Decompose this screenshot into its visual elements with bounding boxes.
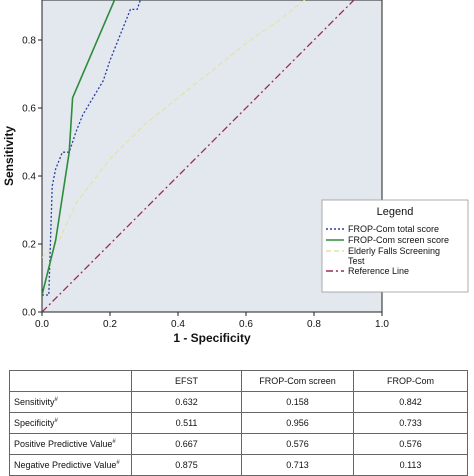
legend-label: Reference Line xyxy=(348,266,409,276)
row-label: Sensitivity# xyxy=(9,391,132,413)
table-cell: 0.733 xyxy=(353,412,468,434)
row-label-sup: # xyxy=(54,418,58,424)
table-header-cell xyxy=(9,370,132,392)
row-label-text: Negative Predictive Value xyxy=(14,460,117,470)
row-label-sup: # xyxy=(54,397,58,403)
y-tick-label: 0.8 xyxy=(22,36,36,47)
y-tick-label: 0.6 xyxy=(22,104,36,115)
table-cell: 0.511 xyxy=(131,412,242,434)
row-label-text: Specificity xyxy=(14,418,55,428)
table-cell: 0.632 xyxy=(131,391,242,413)
roc-chart: 0.0 0.2 0.4 0.6 0.8 1.0 0.0 0.2 0.4 0.6 0.8 1 - Spe… xyxy=(2,0,469,345)
series-line-frop-com-total-score xyxy=(42,0,142,296)
table-cell: 0.158 xyxy=(241,391,354,413)
x-tick-label: 0.6 xyxy=(239,319,253,330)
x-tick-label: 0.0 xyxy=(35,319,49,330)
table-header-cell: FROP-Com xyxy=(353,370,468,392)
table-row: Negative Predictive Value# 0.875 0.713 0… xyxy=(9,454,468,476)
table-header-cell: FROP-Com screen xyxy=(241,370,354,392)
table-cell: 0.842 xyxy=(353,391,468,413)
y-tick-label: 0.0 xyxy=(22,308,36,319)
table-cell: 0.875 xyxy=(131,454,242,476)
table-cell: 0.576 xyxy=(353,433,468,455)
table-cell: 0.113 xyxy=(353,454,468,476)
x-tick-label: 1.0 xyxy=(375,319,389,330)
series-line-frop-com-screen-score xyxy=(42,0,116,296)
legend-label: Elderly Falls Screening Test xyxy=(348,246,440,266)
row-label: Specificity# xyxy=(9,412,132,434)
y-tick-label: 0.4 xyxy=(22,172,36,183)
table-row: Sensitivity# 0.632 0.158 0.842 xyxy=(9,391,468,413)
table-header-cell: EFST xyxy=(131,370,242,392)
table-row: Specificity# 0.511 0.956 0.733 xyxy=(9,412,468,434)
x-tick-label: 0.8 xyxy=(307,319,321,330)
table-cell: 0.576 xyxy=(241,433,354,455)
series-line-reference-line xyxy=(42,0,355,312)
row-label: Negative Predictive Value# xyxy=(9,454,132,476)
table-cell: 0.667 xyxy=(131,433,242,455)
table-cell: 0.956 xyxy=(241,412,354,434)
x-tick-label: 0.4 xyxy=(171,319,185,330)
table-header-row: EFST FROP-Com screen FROP-Com xyxy=(9,370,468,392)
x-axis-title: 1 - Specificity xyxy=(173,331,251,345)
table-cell: 0.713 xyxy=(241,454,354,476)
x-tick-label: 0.2 xyxy=(103,319,117,330)
table-row: Positive Predictive Value# 0.667 0.576 0… xyxy=(9,433,468,455)
row-label-text: Positive Predictive Value xyxy=(14,439,113,449)
row-label-sup: # xyxy=(112,439,116,445)
y-axis-title: Sensitivity xyxy=(2,126,16,186)
legend-title: Legend xyxy=(377,206,414,218)
legend-box xyxy=(321,199,469,293)
legend-label: FROP-Com total score xyxy=(348,224,439,234)
row-label-text: Sensitivity xyxy=(14,397,55,407)
y-tick-label: 0.2 xyxy=(22,240,36,251)
legend-label: FROP-Com screen score xyxy=(348,235,449,245)
metrics-table: EFST FROP-Com screen FROP-Com Sensitivit… xyxy=(9,370,468,476)
row-label-sup: # xyxy=(116,460,120,466)
row-label: Positive Predictive Value# xyxy=(9,433,132,455)
series-line-elderly-falls-screening-test xyxy=(42,0,306,259)
